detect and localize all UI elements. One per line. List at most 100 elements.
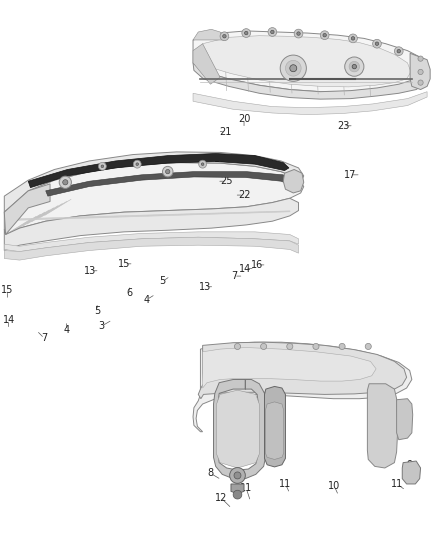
- Text: 16: 16: [251, 260, 263, 270]
- Polygon shape: [4, 198, 299, 251]
- Circle shape: [418, 80, 423, 85]
- Polygon shape: [410, 53, 430, 90]
- Text: 21: 21: [219, 127, 231, 136]
- Polygon shape: [4, 237, 299, 260]
- Text: 1: 1: [257, 410, 263, 419]
- Circle shape: [394, 47, 403, 55]
- Polygon shape: [193, 92, 427, 115]
- Text: 22: 22: [238, 190, 250, 200]
- Text: 4: 4: [64, 326, 70, 335]
- Circle shape: [323, 34, 326, 37]
- Circle shape: [233, 490, 242, 499]
- Circle shape: [234, 472, 241, 479]
- Polygon shape: [4, 152, 304, 212]
- Polygon shape: [193, 31, 427, 92]
- Text: 11: 11: [279, 479, 292, 489]
- Polygon shape: [193, 63, 427, 99]
- Circle shape: [271, 30, 274, 34]
- Text: 4: 4: [144, 295, 150, 304]
- Circle shape: [136, 163, 138, 165]
- Polygon shape: [216, 390, 259, 468]
- Text: 14: 14: [239, 264, 251, 273]
- Circle shape: [320, 31, 329, 39]
- Circle shape: [349, 34, 357, 43]
- Circle shape: [286, 60, 301, 76]
- Text: 7: 7: [41, 334, 47, 343]
- Circle shape: [162, 166, 173, 177]
- Text: 14: 14: [3, 315, 15, 325]
- Text: 9: 9: [406, 460, 413, 470]
- Text: 20: 20: [238, 114, 250, 124]
- Circle shape: [365, 343, 371, 350]
- Polygon shape: [4, 232, 299, 252]
- Circle shape: [99, 163, 106, 170]
- Circle shape: [261, 343, 267, 350]
- Text: 6: 6: [126, 288, 132, 298]
- Circle shape: [349, 61, 360, 72]
- Text: 25: 25: [220, 176, 233, 186]
- Circle shape: [287, 343, 293, 350]
- Circle shape: [313, 343, 319, 350]
- Circle shape: [268, 28, 277, 36]
- Polygon shape: [283, 169, 304, 193]
- Polygon shape: [265, 402, 284, 459]
- Polygon shape: [402, 461, 420, 484]
- Text: 18: 18: [214, 154, 226, 164]
- Polygon shape: [396, 399, 413, 440]
- Text: 3: 3: [99, 321, 105, 331]
- Text: 12: 12: [215, 493, 227, 503]
- Polygon shape: [28, 154, 289, 188]
- Circle shape: [101, 165, 104, 167]
- Circle shape: [133, 160, 141, 168]
- Circle shape: [375, 42, 379, 45]
- Circle shape: [373, 39, 381, 48]
- Circle shape: [234, 343, 240, 350]
- Text: 15: 15: [118, 259, 131, 269]
- Circle shape: [199, 160, 207, 168]
- Polygon shape: [46, 172, 290, 196]
- Circle shape: [352, 64, 357, 69]
- Circle shape: [280, 55, 306, 82]
- Circle shape: [63, 180, 68, 185]
- Polygon shape: [193, 29, 224, 40]
- Text: 13: 13: [84, 266, 96, 276]
- Text: 10: 10: [328, 481, 340, 491]
- Circle shape: [242, 29, 251, 37]
- Polygon shape: [198, 342, 406, 399]
- Polygon shape: [193, 342, 412, 432]
- Circle shape: [59, 176, 71, 189]
- Text: 5: 5: [159, 277, 166, 286]
- Circle shape: [230, 467, 245, 483]
- Text: 7: 7: [231, 271, 237, 281]
- Circle shape: [290, 64, 297, 72]
- Text: 2: 2: [237, 416, 243, 426]
- Text: 17: 17: [344, 170, 356, 180]
- Text: 13: 13: [199, 282, 211, 292]
- Text: 11: 11: [240, 483, 252, 493]
- Circle shape: [345, 57, 364, 76]
- Text: 8: 8: [208, 469, 214, 478]
- Circle shape: [220, 32, 229, 41]
- Circle shape: [351, 37, 355, 40]
- Text: 8: 8: [375, 446, 381, 455]
- Circle shape: [201, 163, 204, 165]
- Polygon shape: [4, 163, 304, 235]
- Circle shape: [339, 343, 345, 350]
- Text: 23: 23: [337, 121, 349, 131]
- Circle shape: [223, 35, 226, 38]
- Polygon shape: [265, 386, 286, 467]
- Circle shape: [166, 169, 170, 174]
- Polygon shape: [203, 348, 376, 388]
- Text: 11: 11: [391, 479, 403, 489]
- Polygon shape: [201, 36, 411, 87]
- Circle shape: [297, 32, 300, 35]
- Circle shape: [294, 29, 303, 38]
- Circle shape: [244, 31, 248, 35]
- Text: 15: 15: [1, 286, 14, 295]
- Circle shape: [418, 69, 423, 75]
- Polygon shape: [213, 379, 266, 479]
- Polygon shape: [193, 44, 220, 84]
- Polygon shape: [231, 484, 244, 494]
- Text: 5: 5: [94, 306, 100, 316]
- Polygon shape: [4, 184, 50, 235]
